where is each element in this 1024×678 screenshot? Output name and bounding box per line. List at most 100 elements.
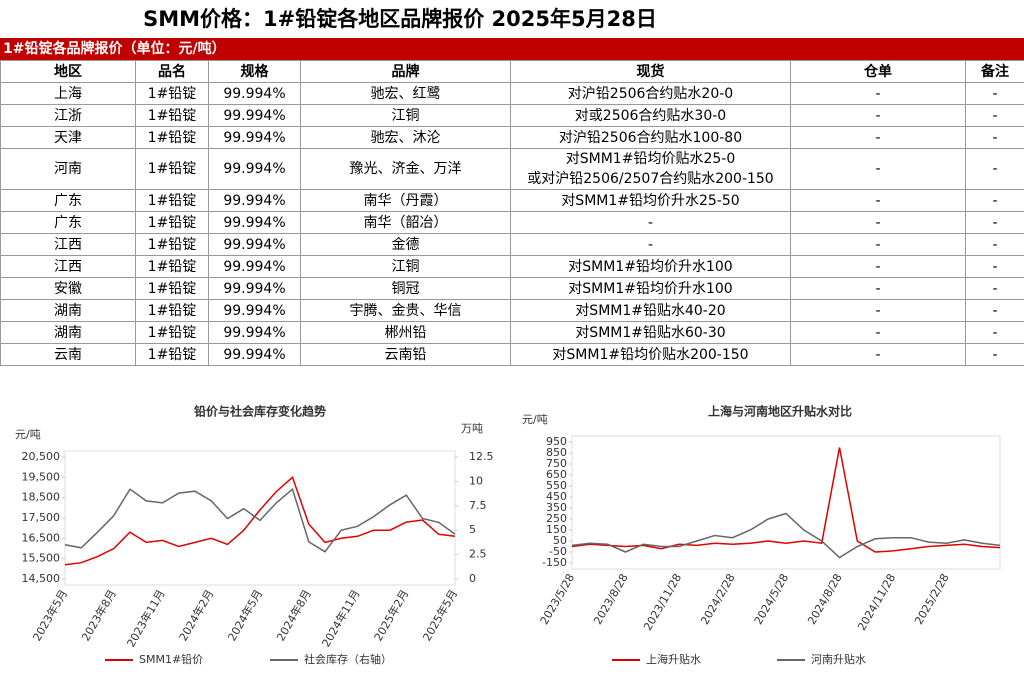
table-cell: - bbox=[790, 255, 966, 278]
table-cell: 99.994% bbox=[208, 321, 301, 344]
table-cell: 南华（丹霞） bbox=[300, 189, 511, 212]
table-cell: - bbox=[965, 189, 1024, 212]
table-cell: 金德 bbox=[300, 233, 511, 256]
table-cell: - bbox=[965, 148, 1024, 190]
y-tick-label: 19,500 bbox=[22, 470, 61, 483]
y-tick-label: 250 bbox=[546, 512, 567, 525]
table-cell: 99.994% bbox=[208, 255, 301, 278]
table-cell: 上海 bbox=[0, 82, 136, 105]
table-cell: 南华（韶冶） bbox=[300, 211, 511, 234]
y-tick-label: 17,500 bbox=[22, 511, 61, 524]
table-cell: 对SMM1#铅均价升水25-50 bbox=[510, 189, 791, 212]
line-series bbox=[571, 447, 1001, 553]
table-cell: 云南铅 bbox=[300, 343, 511, 366]
table-cell: 99.994% bbox=[208, 211, 301, 234]
table-cell: - bbox=[510, 211, 791, 234]
table-cell: 1#铅锭 bbox=[135, 82, 209, 105]
chart-title: 铅价与社会库存变化趋势 bbox=[193, 404, 326, 419]
y2-tick-label: 0 bbox=[469, 572, 476, 585]
x-tick-label: 2024/2/28 bbox=[698, 572, 737, 627]
y-tick-label: 15,500 bbox=[22, 552, 61, 565]
header-row: 地区 品名 规格 品牌 现货 仓单 备注 bbox=[0, 60, 1024, 83]
table-cell: 1#铅锭 bbox=[135, 343, 209, 366]
x-tick-label: 2024年8月 bbox=[273, 587, 314, 643]
table-cell: 宇腾、金贵、华信 bbox=[300, 299, 511, 322]
table-row: 湖南 1#铅锭 99.994% 郴州铅 对SMM1#铅贴水60-30- - bbox=[0, 321, 1024, 344]
x-tick-label: 2024/11/28 bbox=[855, 572, 898, 633]
table-cell: 对沪铅2506合约贴水100-80 bbox=[510, 126, 791, 149]
table-cell: - bbox=[790, 299, 966, 322]
page-title: SMM价格：1#铅锭各地区品牌报价 2025年5月28日 bbox=[143, 7, 657, 31]
table-row: 天津 1#铅锭 99.994% 驰宏、沐沦 对沪铅2506合约贴水100-80- - bbox=[0, 126, 1024, 149]
column-header: 现货 bbox=[510, 60, 791, 83]
table-row: 上海 1#铅锭 99.994% 驰宏、红鹭 对沪铅2506合约贴水20-0- - bbox=[0, 82, 1024, 105]
x-tick-label: 2025年2月 bbox=[371, 587, 412, 643]
table-cell: 99.994% bbox=[208, 277, 301, 300]
table-cell: 江浙 bbox=[0, 104, 136, 127]
y-tick-label: 20,500 bbox=[22, 450, 61, 463]
table-cell: 1#铅锭 bbox=[135, 255, 209, 278]
y-tick-label: 150 bbox=[546, 523, 567, 536]
table-cell: 99.994% bbox=[208, 343, 301, 366]
table-cell: 99.994% bbox=[208, 189, 301, 212]
y2-axis-label: 万吨 bbox=[461, 422, 483, 435]
y-tick-label: 50 bbox=[553, 534, 567, 547]
legend-label: 上海升贴水 bbox=[646, 652, 701, 666]
table-row: 江西 1#铅锭 99.994% 江铜 对SMM1#铅均价升水100- - bbox=[0, 255, 1024, 278]
y-tick-label: 350 bbox=[546, 501, 567, 514]
table-cell: 驰宏、沐沦 bbox=[300, 126, 511, 149]
y-tick-label: 14,500 bbox=[22, 572, 61, 585]
chart-title: 上海与河南地区升贴水对比 bbox=[708, 404, 852, 419]
table-cell: - bbox=[790, 343, 966, 366]
table-cell: 江铜 bbox=[300, 255, 511, 278]
section-title: 1#铅锭各品牌报价（单位：元/吨） bbox=[0, 38, 1024, 60]
table-row: 河南 1#铅锭 99.994% 豫光、济金、万洋 对SMM1#铅均价贴水25-0 或对沪… bbox=[0, 148, 1024, 190]
x-tick-label: 2024年2月 bbox=[176, 587, 217, 643]
table-cell: 湖南 bbox=[0, 321, 136, 344]
table-row: 安徽 1#铅锭 99.994% 铜冠 对SMM1#铅均价升水100- - bbox=[0, 277, 1024, 300]
table-cell: - bbox=[965, 343, 1024, 366]
table-cell: - bbox=[790, 233, 966, 256]
table-cell: 云南 bbox=[0, 343, 136, 366]
table-cell: - bbox=[965, 126, 1024, 149]
table-cell: 对SMM1#铅均价贴水200-150 bbox=[510, 343, 791, 366]
table-cell: 郴州铅 bbox=[300, 321, 511, 344]
table-cell: - bbox=[965, 82, 1024, 105]
plot-frame bbox=[64, 450, 456, 586]
table-cell: 1#铅锭 bbox=[135, 189, 209, 212]
table-row: 湖南 1#铅锭 99.994% 宇腾、金贵、华信 对SMM1#铅贴水40-20- - bbox=[0, 299, 1024, 322]
table-row: 广东 1#铅锭 99.994% 南华（韶冶） - - - bbox=[0, 211, 1024, 234]
y-tick-label: 550 bbox=[546, 479, 567, 492]
x-tick-label: 2023/11/28 bbox=[641, 572, 684, 633]
table-body: 上海 1#铅锭 99.994% 驰宏、红鹭 对沪铅2506合约贴水20-0- - 江浙 1#铅… bbox=[0, 82, 1024, 366]
table-cell: 天津 bbox=[0, 126, 136, 149]
table-cell: - bbox=[965, 233, 1024, 256]
y-tick-label: 850 bbox=[546, 446, 567, 459]
column-header: 仓单 bbox=[790, 60, 966, 83]
column-header: 备注 bbox=[965, 60, 1024, 83]
table-cell: 江西 bbox=[0, 233, 136, 256]
x-tick-label: 2023/8/28 bbox=[591, 572, 630, 627]
column-header: 规格 bbox=[208, 60, 301, 83]
table-row: 云南 1#铅锭 99.994% 云南铅 对SMM1#铅均价贴水200-150- - bbox=[0, 343, 1024, 366]
line-series bbox=[571, 512, 1001, 559]
table-cell: 对SMM1#铅贴水40-20 bbox=[510, 299, 791, 322]
x-tick-label: 2025年5月 bbox=[420, 587, 461, 643]
table-cell: 99.994% bbox=[208, 233, 301, 256]
x-tick-label: 2024年11月 bbox=[319, 587, 363, 649]
y-tick-label: 950 bbox=[546, 435, 567, 448]
x-tick-label: 2024/8/28 bbox=[805, 572, 844, 627]
table-cell: 河南 bbox=[0, 148, 136, 190]
column-header: 地区 bbox=[0, 60, 136, 83]
table-cell: - bbox=[965, 104, 1024, 127]
y-tick-label: -150 bbox=[542, 556, 567, 569]
table-cell: 99.994% bbox=[208, 148, 301, 190]
y-tick-label: 16,500 bbox=[22, 531, 61, 544]
table-cell: 对SMM1#铅均价升水100 bbox=[510, 277, 791, 300]
y-tick-label: 18,500 bbox=[22, 491, 61, 504]
table-cell: 江西 bbox=[0, 255, 136, 278]
table-cell: 1#铅锭 bbox=[135, 126, 209, 149]
table-cell: 对沪铅2506合约贴水20-0 bbox=[510, 82, 791, 105]
